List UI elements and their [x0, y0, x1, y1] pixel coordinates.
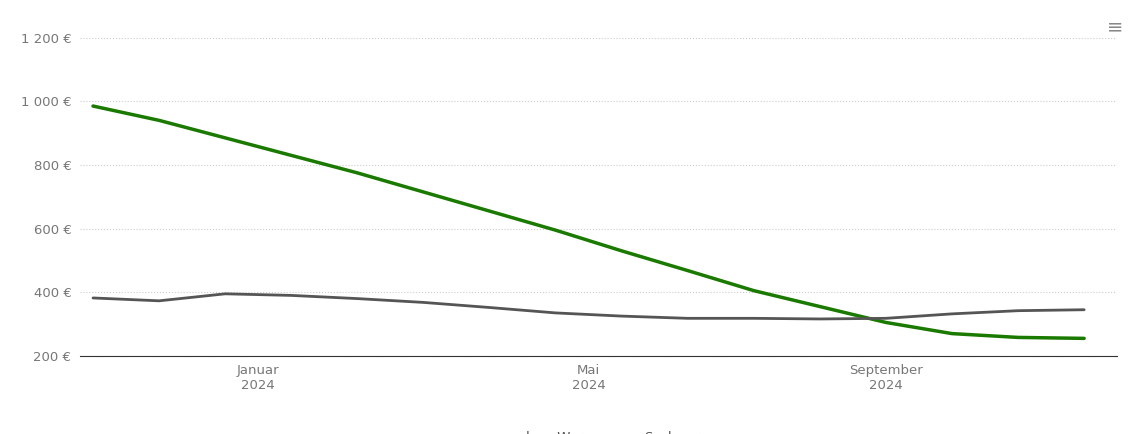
- Text: ≡: ≡: [1107, 17, 1123, 36]
- Legend: lose Ware, Sackware: lose Ware, Sackware: [483, 426, 714, 434]
